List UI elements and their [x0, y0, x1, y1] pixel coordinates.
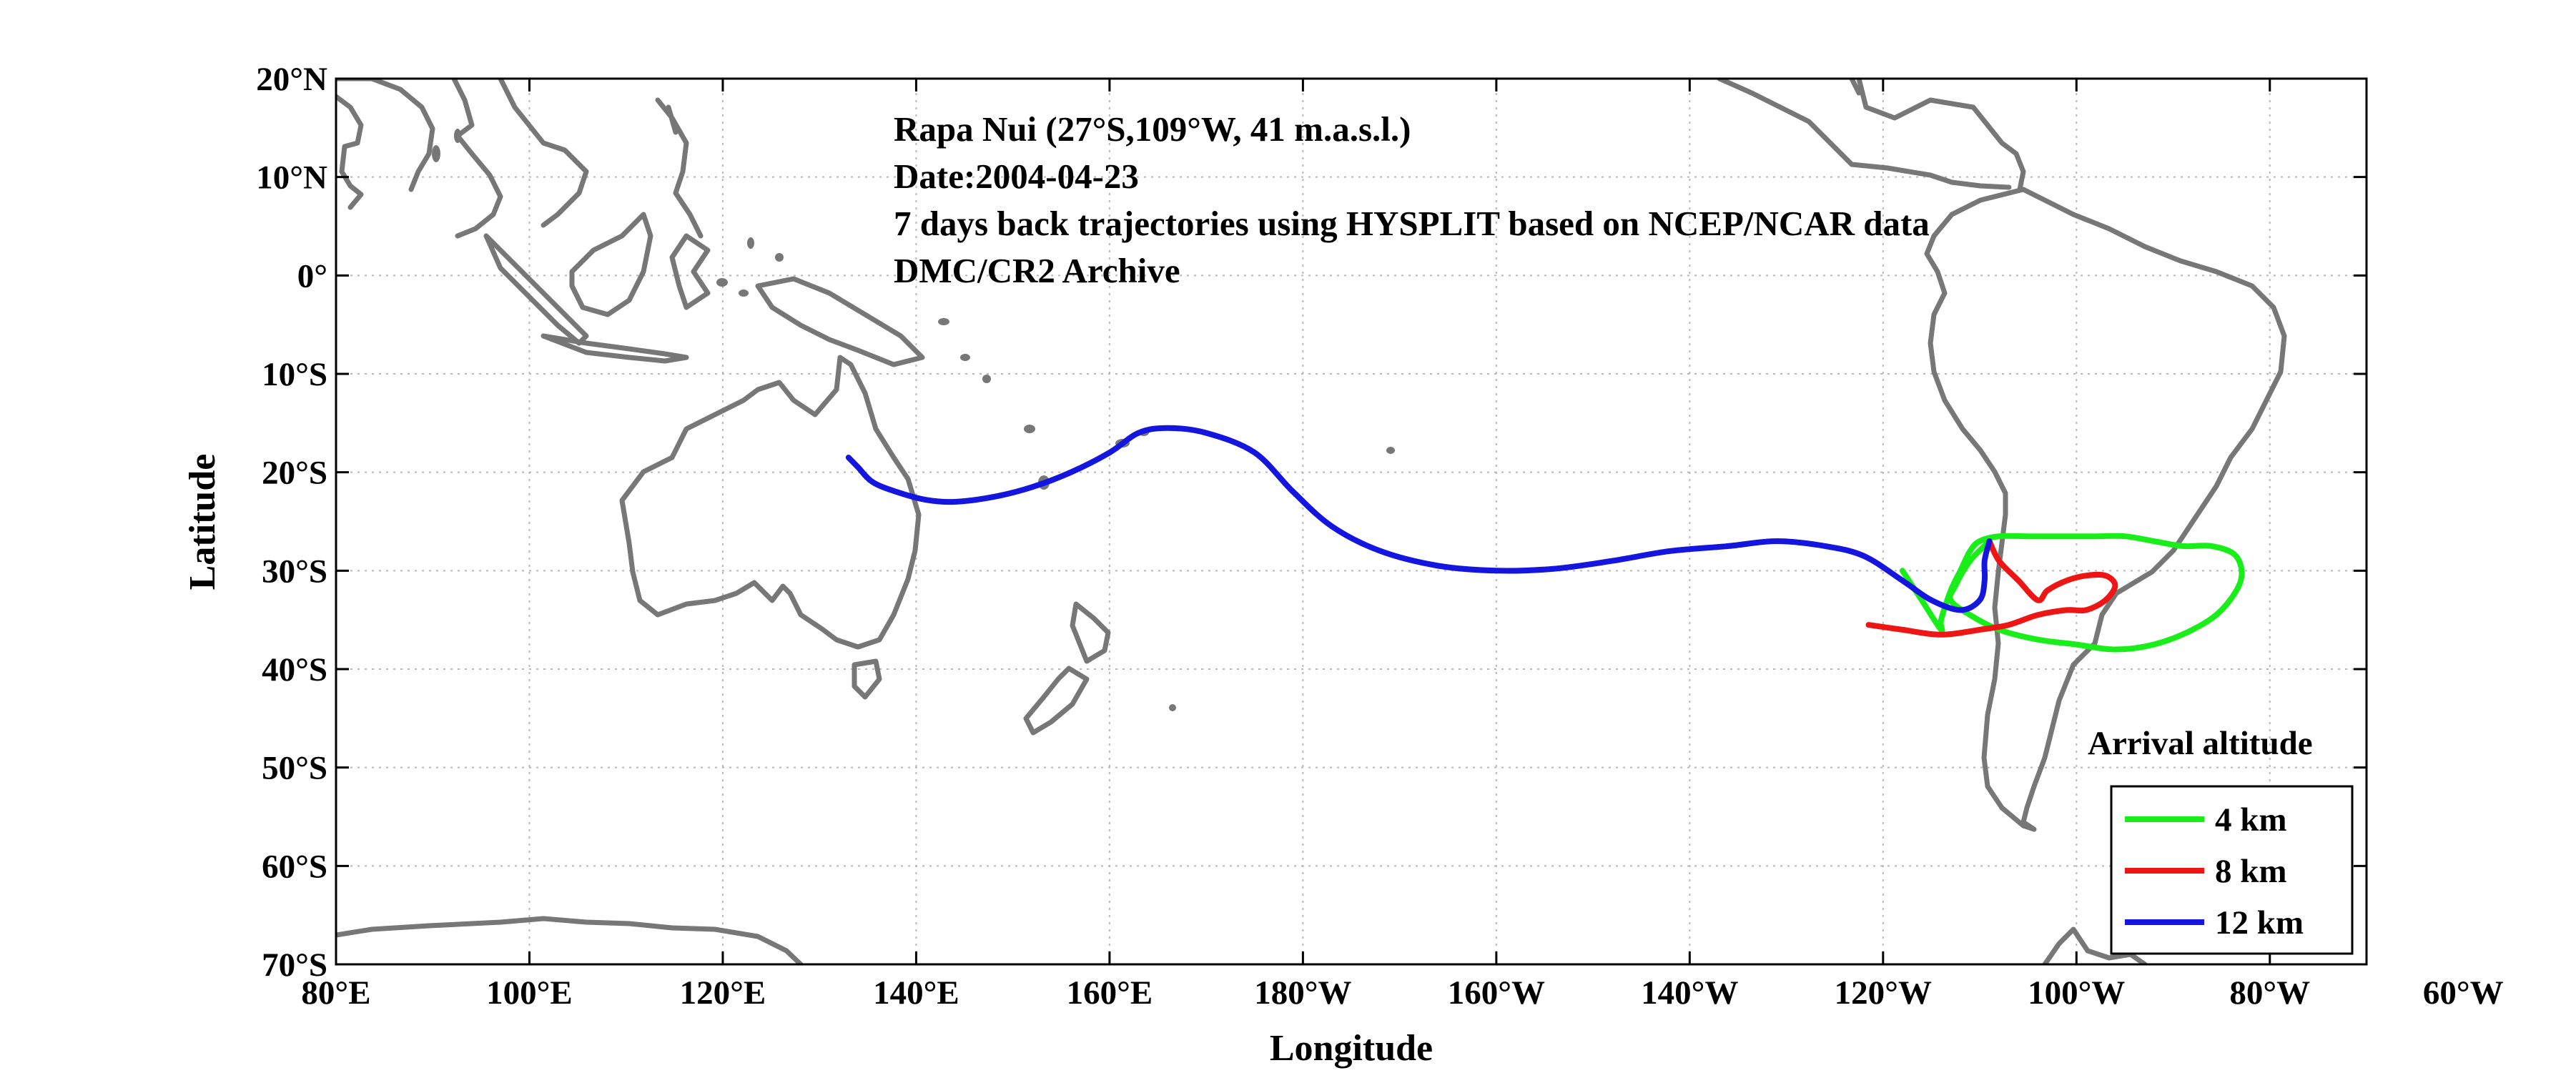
trajectory-map-figure: 80°E 100°E 120°E 140°E 160°E 180°W 160°W 140°W 1…: [0, 0, 2576, 1073]
island: [1386, 447, 1395, 454]
x-tick-label: 80°W: [2229, 974, 2310, 1012]
island: [747, 237, 754, 249]
legend-label: 4 km: [2215, 801, 2287, 839]
x-axis-label: Longitude: [1270, 1028, 1433, 1069]
island: [716, 278, 728, 287]
island: [739, 290, 749, 297]
x-tick-label: 180°W: [1254, 974, 1351, 1012]
y-tick-label: 60°S: [262, 848, 327, 885]
legend: 4 km 8 km 12 km: [2111, 786, 2352, 954]
x-tick-label: 100°W: [2028, 974, 2125, 1012]
x-tick-label: 100°E: [486, 974, 573, 1012]
island: [454, 129, 461, 143]
y-tick-label: 20°N: [256, 61, 327, 98]
y-tick-label: 10°N: [256, 159, 327, 197]
island: [1169, 704, 1176, 711]
island: [982, 375, 991, 383]
x-tick-label: 160°W: [1448, 974, 1545, 1012]
island: [432, 145, 440, 162]
legend-label: 12 km: [2215, 904, 2304, 941]
x-tick-label: 120°E: [680, 974, 766, 1012]
y-axis-label: Latitude: [182, 454, 223, 590]
x-tick-label: 120°W: [1835, 974, 1932, 1012]
annotation-line-4: DMC/CR2 Archive: [894, 251, 1180, 290]
legend-label: 8 km: [2215, 853, 2287, 890]
y-tick-label: 30°S: [262, 553, 327, 590]
y-tick-label: 70°S: [262, 946, 327, 984]
island: [960, 354, 970, 361]
annotation-line-1: Rapa Nui (27°S,109°W, 41 m.a.s.l.): [894, 109, 1411, 149]
y-tick-label: 40°S: [262, 651, 327, 688]
island: [938, 318, 949, 325]
y-tick-label: 20°S: [262, 455, 327, 492]
island: [1024, 425, 1035, 433]
y-tick-label: 10°S: [262, 356, 327, 393]
x-tick-label: 60°W: [2423, 974, 2504, 1012]
annotation-line-3: 7 days back trajectories using HYSPLIT b…: [894, 204, 1930, 243]
y-tick-label: 0°: [297, 257, 327, 295]
y-tick-label: 50°S: [262, 750, 327, 787]
legend-title: Arrival altitude: [2088, 725, 2313, 762]
x-tick-label: 160°E: [1067, 974, 1153, 1012]
x-tick-label: 140°E: [873, 974, 959, 1012]
annotation-line-2: Date:2004-04-23: [894, 157, 1139, 196]
x-tick-label: 140°W: [1641, 974, 1738, 1012]
island: [775, 253, 784, 262]
